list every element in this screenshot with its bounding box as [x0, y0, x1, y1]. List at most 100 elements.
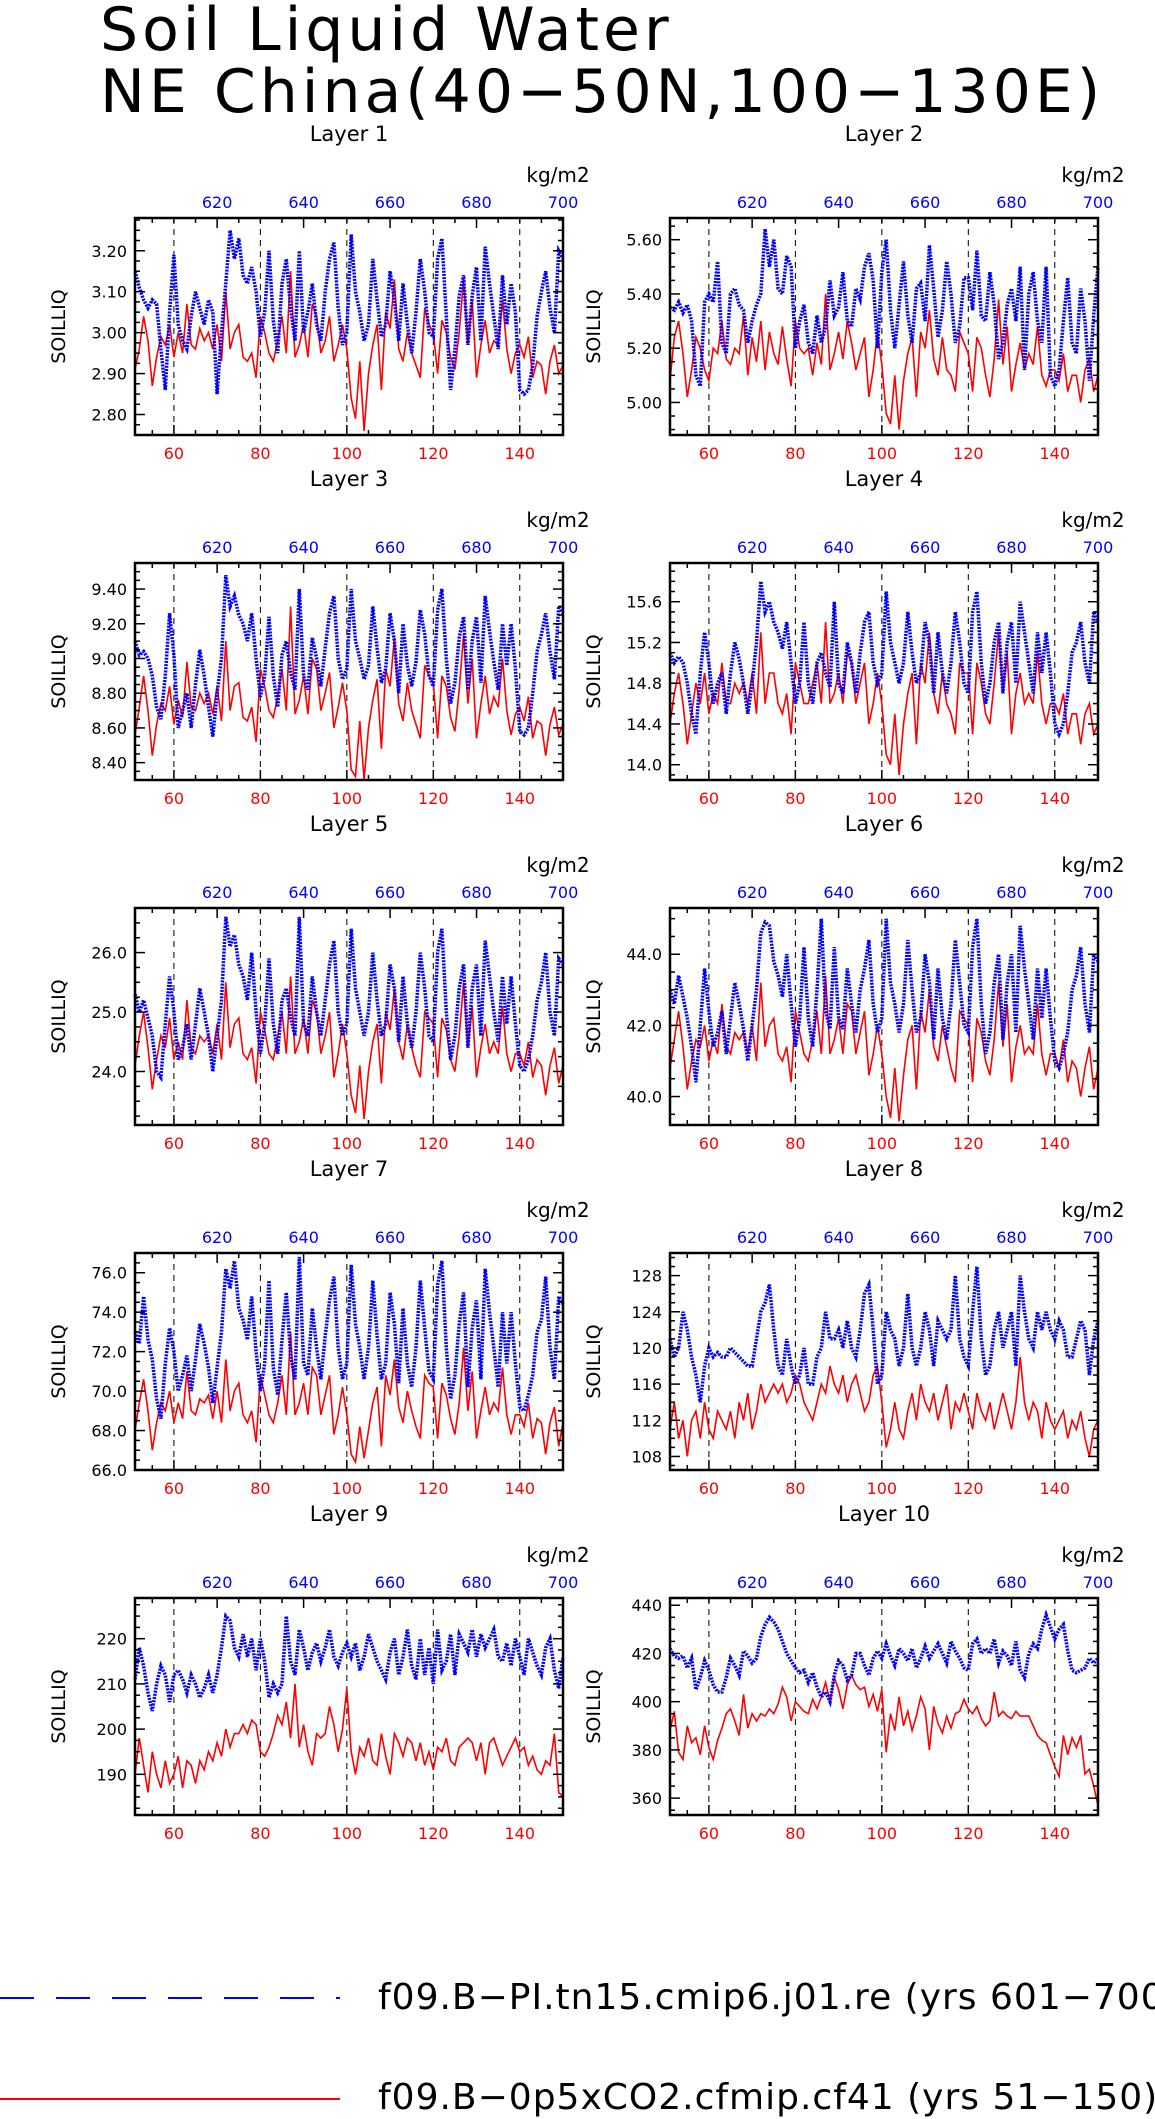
panel-layer-9: Layer 9 kg/m2 SOILLIQ 60 80 100 120 140 620 640 66…	[48, 1502, 590, 1840]
x-tick-label-bottom: 100	[867, 789, 898, 808]
x-tick-label-bottom: 140	[504, 1134, 535, 1153]
plot-frame	[133, 1596, 565, 1817]
y-tick-label: 128	[631, 1267, 662, 1286]
y-tick-label: 440	[631, 1596, 662, 1615]
series-line-co2	[134, 271, 564, 431]
plot-frame	[668, 216, 1100, 437]
panel-title: Layer 10	[838, 1502, 930, 1526]
x-tick-label-top: 660	[375, 883, 406, 902]
series-line-co2	[134, 976, 564, 1120]
y-tick-label: 42.0	[626, 1016, 662, 1035]
series-line-pi	[669, 228, 1100, 392]
y-tick-label: 44.0	[626, 945, 662, 964]
top-axis-units-label: kg/m2	[1061, 163, 1124, 187]
y-tick-label: 9.40	[91, 580, 127, 599]
x-tick-label-top: 680	[461, 1228, 492, 1247]
x-tick-label-top: 640	[823, 538, 854, 557]
x-tick-label-bottom: 100	[332, 1479, 363, 1498]
x-tick-label-top: 700	[1083, 883, 1114, 902]
x-tick-label-top: 620	[202, 193, 233, 212]
y-axis-label: SOILLIQ	[48, 289, 70, 363]
y-tick-label: 9.00	[91, 649, 127, 668]
plot-frame	[668, 1251, 1100, 1472]
y-tick-label: 14.8	[626, 674, 662, 693]
x-tick-label-bottom: 80	[785, 789, 805, 808]
y-tick-label: 8.60	[91, 719, 127, 738]
y-tick-label: 5.60	[626, 231, 662, 250]
y-tick-label: 2.80	[91, 406, 127, 425]
y-tick-label: 120	[631, 1339, 662, 1358]
series-line-co2	[134, 1683, 564, 1798]
x-tick-label-top: 640	[288, 883, 319, 902]
plot-frame	[668, 906, 1100, 1127]
x-tick-label-top: 620	[737, 1573, 768, 1592]
x-tick-label-top: 660	[910, 193, 941, 212]
y-axis-label: SOILLIQ	[48, 1324, 70, 1398]
y-tick-label: 40.0	[626, 1088, 662, 1107]
x-tick-label-bottom: 100	[867, 1479, 898, 1498]
x-tick-label-top: 700	[548, 193, 579, 212]
x-tick-label-bottom: 80	[785, 1134, 805, 1153]
x-tick-label-bottom: 80	[785, 444, 805, 463]
x-tick-label-bottom: 120	[418, 1134, 449, 1153]
series-line-co2	[669, 1356, 1099, 1457]
y-tick-label: 420	[631, 1644, 662, 1663]
series-line-co2	[669, 975, 1099, 1122]
x-tick-label-bottom: 120	[418, 1479, 449, 1498]
plot-frame	[668, 561, 1100, 782]
series-line-pi	[133, 916, 565, 1083]
x-tick-label-bottom: 60	[699, 1479, 719, 1498]
x-tick-label-top: 680	[996, 1228, 1027, 1247]
x-tick-label-bottom: 120	[953, 1479, 984, 1498]
panel-layer-1: Layer 1 kg/m2 SOILLIQ 60 80 100 120 140 620 640 66…	[48, 122, 590, 463]
y-tick-label: 5.20	[626, 339, 662, 358]
x-tick-label-bottom: 80	[250, 1134, 270, 1153]
x-tick-label-top: 680	[461, 1573, 492, 1592]
x-tick-label-bottom: 120	[418, 789, 449, 808]
x-tick-label-top: 700	[548, 1228, 579, 1247]
y-tick-label: 66.0	[91, 1461, 127, 1480]
panel-title: Layer 1	[310, 122, 389, 146]
x-tick-label-top: 640	[823, 193, 854, 212]
y-tick-label: 200	[96, 1720, 127, 1739]
x-tick-label-bottom: 80	[250, 444, 270, 463]
x-tick-label-bottom: 60	[699, 444, 719, 463]
y-tick-label: 8.80	[91, 684, 127, 703]
x-tick-label-bottom: 80	[785, 1824, 805, 1840]
y-tick-label: 190	[96, 1765, 127, 1784]
x-tick-label-bottom: 140	[504, 1479, 535, 1498]
x-tick-label-bottom: 120	[953, 1824, 984, 1840]
plot-frame	[133, 561, 565, 782]
panel-title: Layer 5	[310, 812, 389, 836]
panel-title: Layer 6	[845, 812, 924, 836]
series-line-co2	[669, 622, 1099, 775]
x-tick-label-bottom: 60	[164, 444, 184, 463]
series-line-pi	[668, 581, 1100, 739]
x-tick-label-top: 640	[288, 1573, 319, 1592]
y-tick-label: 3.00	[91, 324, 127, 343]
x-tick-label-top: 660	[375, 1573, 406, 1592]
panel-title: Layer 8	[845, 1157, 924, 1181]
series-line-pi	[133, 1612, 565, 1712]
top-axis-units-label: kg/m2	[526, 163, 589, 187]
x-tick-label-top: 620	[202, 883, 233, 902]
x-tick-label-top: 640	[288, 193, 319, 212]
x-tick-label-top: 700	[548, 538, 579, 557]
x-tick-label-bottom: 140	[1039, 789, 1070, 808]
top-axis-units-label: kg/m2	[1061, 1543, 1124, 1567]
y-tick-label: 14.0	[626, 756, 662, 775]
x-tick-label-top: 700	[1083, 1228, 1114, 1247]
x-tick-label-bottom: 100	[867, 1824, 898, 1840]
x-tick-label-bottom: 140	[1039, 1134, 1070, 1153]
series-line-co2	[134, 1331, 564, 1465]
x-tick-label-top: 660	[375, 193, 406, 212]
x-tick-label-top: 660	[910, 1228, 941, 1247]
series-line-pi	[668, 1266, 1100, 1403]
x-tick-label-top: 700	[1083, 1573, 1114, 1592]
x-tick-label-bottom: 120	[953, 789, 984, 808]
y-tick-label: 5.40	[626, 285, 662, 304]
legend-label-co2: f09.B−0p5xCO2.cfmip.cf41 (yrs 51−150)	[378, 2077, 1155, 2118]
x-tick-label-top: 620	[737, 193, 768, 212]
x-tick-label-top: 680	[461, 883, 492, 902]
top-axis-units-label: kg/m2	[1061, 508, 1124, 532]
